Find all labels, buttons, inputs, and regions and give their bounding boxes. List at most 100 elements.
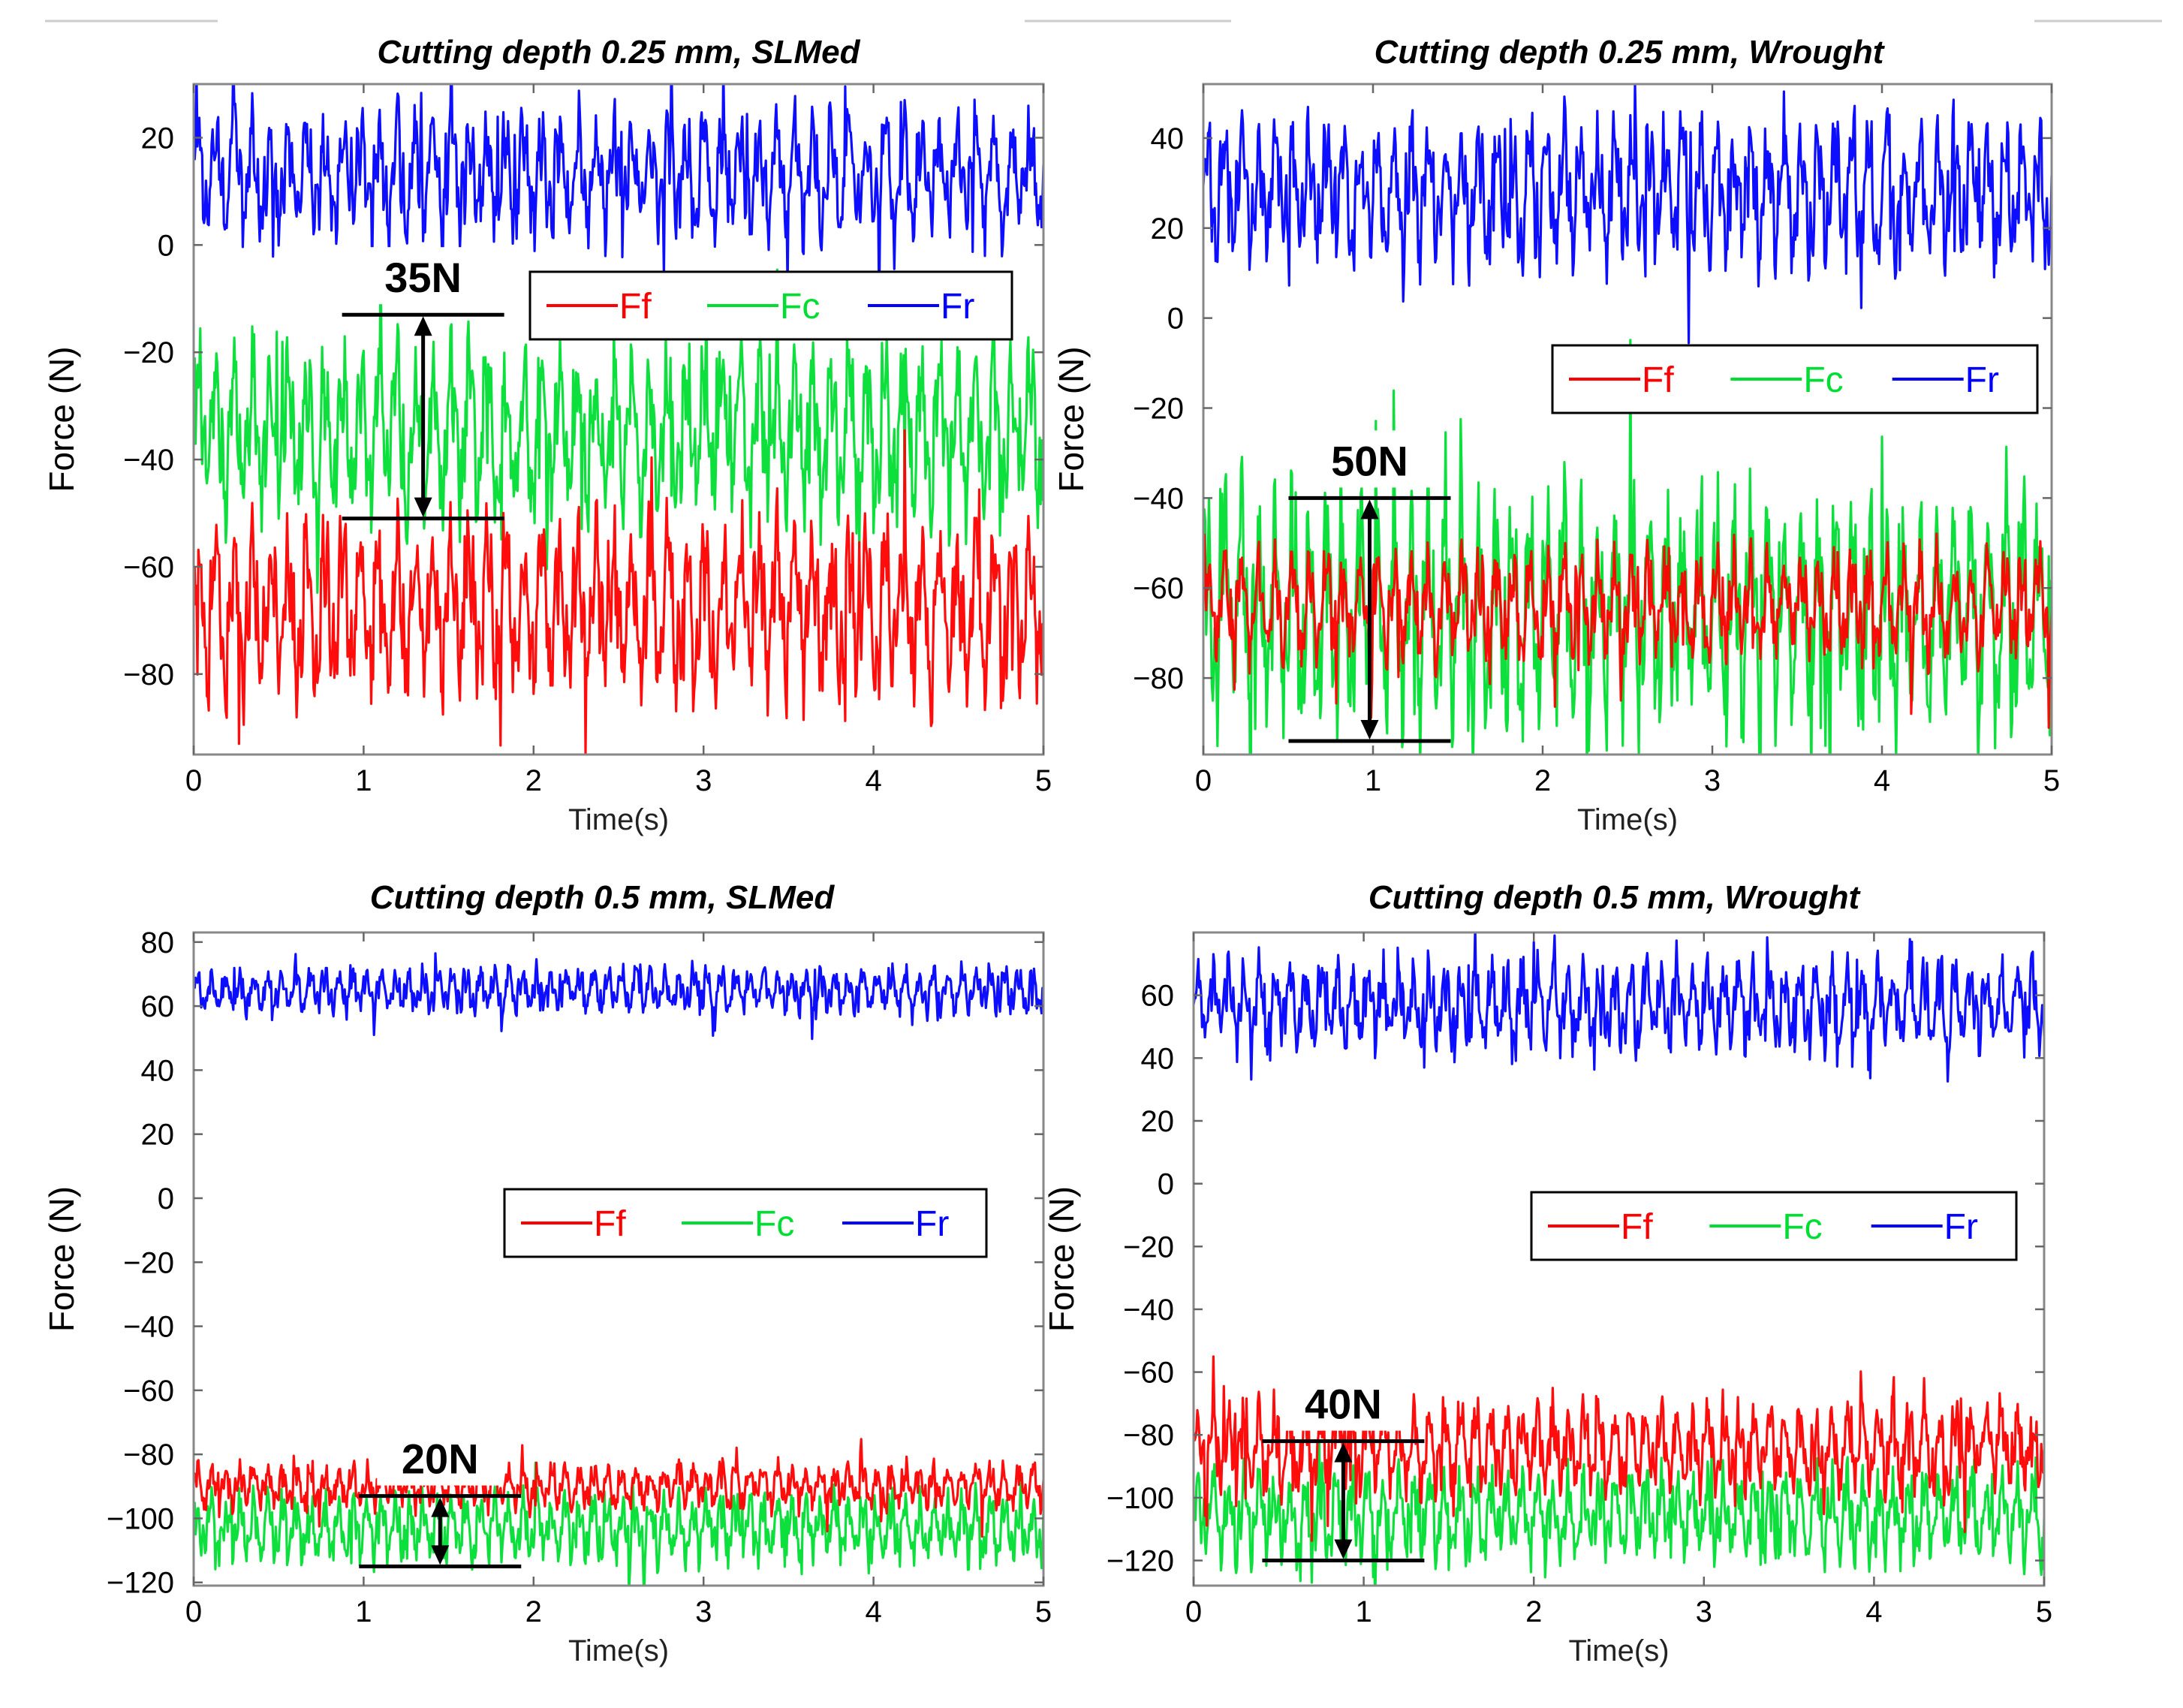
annotation-arrowhead-up [414, 316, 432, 336]
x-tick-label: 5 [1035, 1595, 1052, 1628]
x-axis-label: Time(s) [1568, 1634, 1669, 1667]
y-axis-label: Force (N) [1052, 346, 1091, 492]
x-axis-label: Time(s) [568, 1634, 669, 1667]
annotation-label: 50N [1331, 437, 1408, 484]
annotation-label-bg [1306, 430, 1433, 488]
legend-label-Ff: Ff [594, 1204, 626, 1244]
y-tick-label: −20 [123, 336, 174, 369]
annotation-arrowhead-up [1334, 1442, 1353, 1462]
x-axis-label: Time(s) [1577, 803, 1678, 836]
force-range-annotation: 40N [1262, 1373, 1425, 1563]
chart-title: Cutting depth 0.25 mm, SLMed [378, 34, 861, 71]
legend-label-Fr: Fr [1944, 1207, 1978, 1247]
x-tick-label: 5 [2043, 764, 2060, 797]
series-line-Fc [194, 1461, 1043, 1586]
y-tick-label: −60 [123, 551, 174, 584]
y-axis-label: Force (N) [42, 1186, 81, 1332]
y-tick-label: −60 [1123, 1357, 1174, 1390]
annotation-label: 20N [402, 1435, 479, 1483]
annotation-label: 35N [384, 254, 462, 301]
x-tick-label: 4 [865, 1595, 881, 1628]
y-tick-label: 60 [141, 990, 175, 1023]
legend-label-Ff: Ff [1621, 1207, 1653, 1247]
chart-title: Cutting depth 0.5 mm, SLMed [370, 879, 836, 916]
legend-label-Fc: Fc [780, 287, 820, 327]
x-tick-label: 1 [1355, 1595, 1372, 1628]
x-tick-label: 0 [185, 764, 202, 797]
y-tick-label: 40 [1151, 122, 1185, 155]
series-group [194, 952, 1043, 1586]
x-axis-label: Time(s) [568, 803, 669, 836]
legend-label-Fc: Fc [754, 1204, 794, 1244]
y-tick-label: 60 [1141, 980, 1175, 1013]
x-tick-label: 4 [1865, 1595, 1882, 1628]
series-group [194, 84, 1043, 755]
legend-label-Ff: Ff [1642, 360, 1674, 400]
chart-title: Cutting depth 0.25 mm, Wrought [1375, 34, 1886, 71]
legend: Ff Fc Fr [1530, 1191, 2018, 1261]
y-tick-label: 40 [141, 1054, 175, 1087]
y-tick-label: −80 [123, 658, 174, 691]
annotation-label-bg [1280, 1373, 1407, 1431]
y-tick-label: −80 [123, 1438, 174, 1472]
annotation-label-bg [377, 1428, 504, 1486]
x-tick-label: 2 [1534, 764, 1551, 797]
y-tick-label: −80 [1133, 662, 1184, 695]
annotation-arrowhead-up [431, 1497, 450, 1517]
x-tick-label: 2 [525, 1595, 542, 1628]
x-tick-label: 4 [1874, 764, 1890, 797]
y-tick-label: −60 [1133, 572, 1184, 605]
x-tick-label: 3 [695, 1595, 712, 1628]
y-tick-label: −20 [1133, 393, 1184, 426]
x-tick-label: 2 [525, 764, 542, 797]
x-tick-label: 0 [1185, 1595, 1202, 1628]
x-tick-label: 1 [355, 764, 372, 797]
y-tick-label: −120 [1107, 1545, 1174, 1578]
legend-label-Fc: Fc [1782, 1207, 1822, 1247]
legend-label-Fr: Fr [941, 287, 974, 327]
legend-label-Fc: Fc [1803, 360, 1843, 400]
x-tick-label: 3 [1696, 1595, 1712, 1628]
series-line-Fr [194, 952, 1043, 1041]
y-tick-label: −40 [123, 444, 174, 477]
series-line-Ff [194, 429, 1043, 755]
y-tick-label: −120 [107, 1567, 174, 1600]
x-tick-label: 5 [1035, 764, 1052, 797]
series-line-Fc [194, 259, 1043, 594]
y-tick-label: 0 [1158, 1168, 1174, 1201]
y-tick-label: −40 [1123, 1294, 1174, 1327]
annotation-arrowhead-down [431, 1545, 450, 1565]
y-tick-label: −60 [123, 1375, 174, 1408]
chart-panel-2: Cutting depth 0.25 mm, Wrought 0 1 2 3 4 5 40 20… [1052, 34, 2060, 836]
axes-frame [192, 931, 1045, 1587]
y-tick-label: 0 [158, 1182, 174, 1215]
annotation-arrowhead-down [414, 497, 432, 517]
legend-label-Ff: Ff [619, 287, 652, 327]
chart-panel-3: Cutting depth 0.5 mm, SLMed 0 1 2 3 4 5 80 60 40 2… [42, 879, 1052, 1667]
legend: Ff Fc Fr [528, 270, 1013, 341]
y-tick-label: −40 [1133, 482, 1184, 515]
x-tick-label: 0 [1195, 764, 1212, 797]
y-axis-label: Force (N) [42, 346, 81, 492]
x-tick-label: 4 [865, 764, 881, 797]
x-tick-label: 0 [185, 1595, 202, 1628]
series-line-Fr [194, 84, 1043, 309]
x-tick-label: 3 [1704, 764, 1721, 797]
annotation-label-bg [360, 247, 486, 305]
annotation-arrowhead-up [1360, 499, 1379, 520]
axes-frame [192, 83, 1045, 756]
series-line-Ff [194, 1438, 1043, 1538]
x-tick-label: 3 [695, 764, 712, 797]
series-line-Fr [1194, 932, 2044, 1083]
y-tick-label: −100 [107, 1502, 174, 1535]
legend-label-Fr: Fr [915, 1204, 949, 1244]
force-range-annotation: 35N [342, 247, 504, 521]
x-tick-label: 2 [1525, 1595, 1542, 1628]
legend-label-Fr: Fr [1965, 360, 1999, 400]
chart-panel-1: Cutting depth 0.25 mm, SLMed 0 1 2 3 4 5 20 0 −20… [42, 34, 1052, 836]
y-tick-label: −20 [1123, 1231, 1174, 1264]
chart-title: Cutting depth 0.5 mm, Wrought [1369, 879, 1862, 916]
annotation-arrowhead-down [1334, 1539, 1353, 1559]
series-group [1203, 84, 2052, 755]
